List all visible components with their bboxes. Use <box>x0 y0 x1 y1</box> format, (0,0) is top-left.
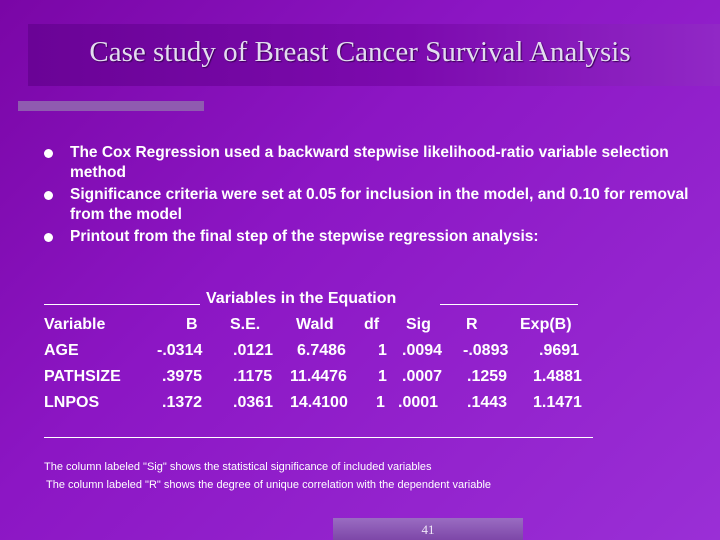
footnote-r: The column labeled "R" shows the degree … <box>46 479 492 491</box>
table-cell: AGE <box>44 342 79 359</box>
bullet-text: Printout from the final step of the step… <box>70 228 539 245</box>
table-header-row: Variable B S.E. Wald df Sig R Exp(B) <box>0 316 720 338</box>
table-cell: .1175 <box>233 368 273 385</box>
column-header: Sig <box>406 316 431 333</box>
column-header: Wald <box>296 316 334 333</box>
column-header: S.E. <box>230 316 261 333</box>
bullet-item: Printout from the final step of the step… <box>44 227 694 247</box>
table-cell: .0094 <box>402 342 443 359</box>
table-cell: 1.4881 <box>533 368 582 385</box>
table-cell: .0001 <box>398 394 439 411</box>
table-bottom-rule <box>44 437 593 438</box>
bullet-text: The Cox Regression used a backward stepw… <box>70 144 669 181</box>
table-cell: 11.4476 <box>290 368 347 385</box>
table-cell: .1443 <box>467 394 508 411</box>
bullet-list: The Cox Regression used a backward stepw… <box>44 143 694 249</box>
table-top-rule-left <box>44 304 200 305</box>
table-cell: -.0314 <box>157 342 203 359</box>
table-cell: 1 <box>378 342 387 359</box>
accent-bar <box>18 101 204 111</box>
table-cell: 1 <box>378 368 387 385</box>
table-cell: 1 <box>376 394 385 411</box>
table-cell: .0121 <box>233 342 274 359</box>
column-header: Variable <box>44 316 106 333</box>
slide-title: Case study of Breast Cancer Survival Ana… <box>89 36 631 68</box>
page-number: 41 <box>421 522 435 537</box>
table-row: LNPOS .1372 .0361 14.4100 1 .0001 .1443 … <box>0 394 720 416</box>
table-cell: -.0893 <box>463 342 509 359</box>
table-row: PATHSIZE .3975 .1175 11.4476 1 .0007 .12… <box>0 368 720 390</box>
table-top-rule-right <box>440 304 578 305</box>
column-header: B <box>186 316 198 333</box>
table-cell: 14.4100 <box>290 394 348 411</box>
bullet-item: The Cox Regression used a backward stepw… <box>44 143 694 183</box>
page-number-box <box>333 518 523 540</box>
table-row: AGE -.0314 .0121 6.7486 1 .0094 -.0893 .… <box>0 342 720 364</box>
bullet-dot-icon <box>44 149 53 158</box>
bullet-dot-icon <box>44 191 53 200</box>
footnote-sig: The column labeled "Sig" shows the stati… <box>44 461 432 473</box>
table-cell: LNPOS <box>44 394 100 411</box>
table-cell: .0007 <box>402 368 443 385</box>
column-header: Exp(B) <box>520 316 572 333</box>
table-cell: .0361 <box>233 394 274 411</box>
table-cell: PATHSIZE <box>44 368 121 385</box>
table-cell: 1.1471 <box>533 394 582 411</box>
bullet-item: Significance criteria were set at 0.05 f… <box>44 185 694 225</box>
bullet-dot-icon <box>44 233 53 242</box>
table-cell: .3975 <box>162 368 203 385</box>
table-cell: .9691 <box>539 342 580 359</box>
title-band <box>28 24 720 86</box>
table-heading: Variables in the Equation <box>206 290 397 307</box>
bullet-text: Significance criteria were set at 0.05 f… <box>70 186 689 223</box>
table-cell: .1259 <box>467 368 508 385</box>
table-cell: .1372 <box>162 394 203 411</box>
column-header: R <box>466 316 478 333</box>
table-cell: 6.7486 <box>297 342 346 359</box>
column-header: df <box>364 316 380 333</box>
